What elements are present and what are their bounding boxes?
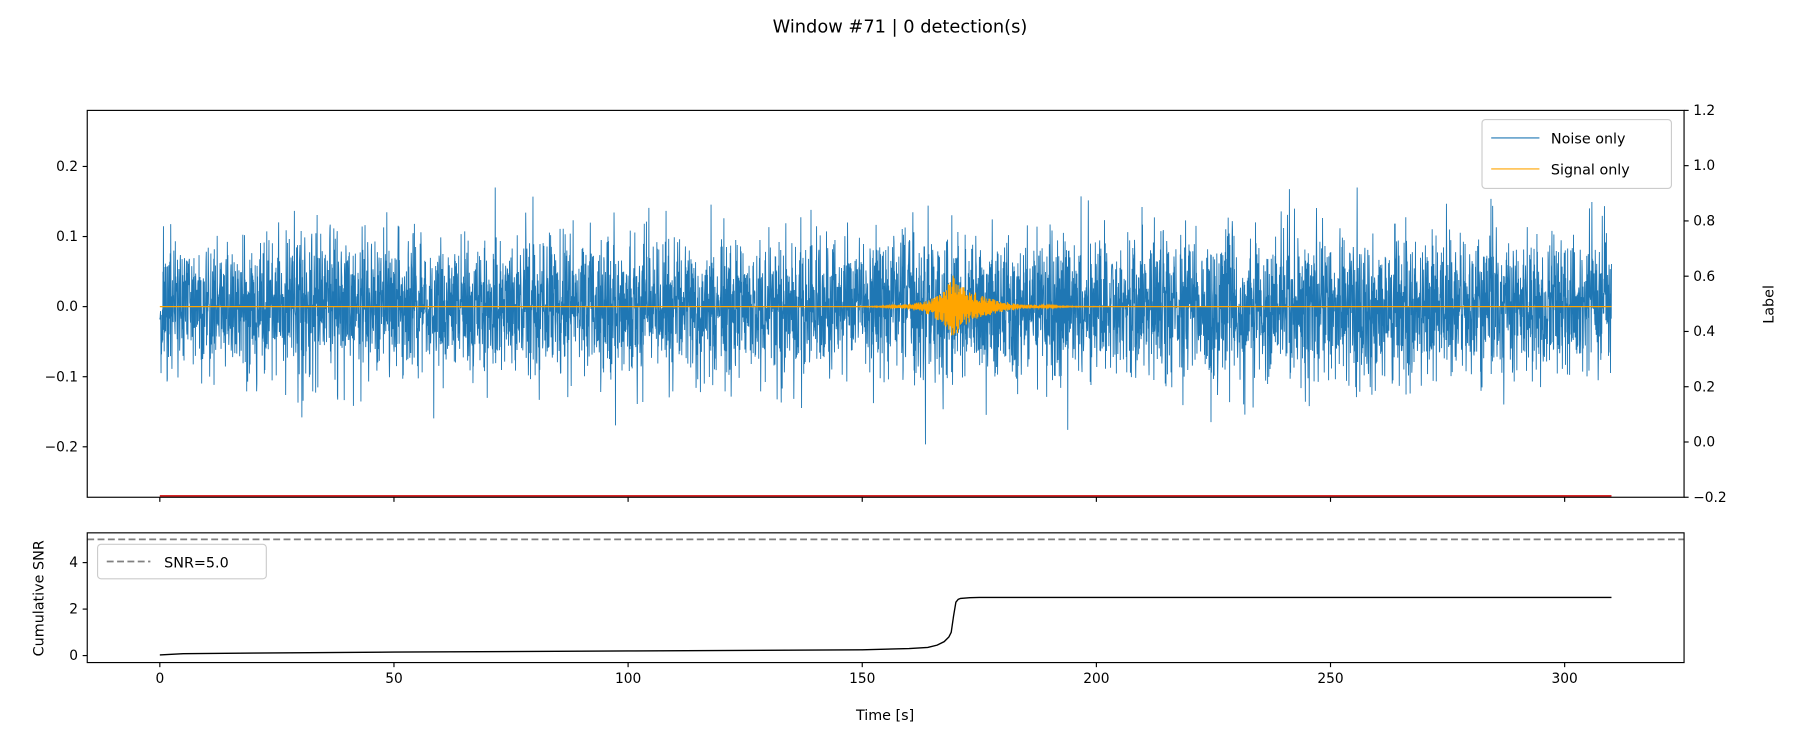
x-tick-label: 0 (155, 671, 164, 687)
legend-threshold-label: SNR=5.0 (164, 555, 229, 571)
top-axes-frame (86, 109, 1685, 498)
right-y-tick-label: −0.2 (1693, 490, 1726, 506)
right-y-tick-label: 0.0 (1693, 435, 1715, 451)
signal-series-line (159, 275, 1612, 336)
noise-series-line (159, 187, 1612, 445)
right-y-tick-label: 0.8 (1693, 214, 1715, 230)
bottom-y-tick-label: 0 (69, 648, 78, 664)
right-y-tick-label: 0.2 (1693, 379, 1715, 395)
right-axis-label: Label (1762, 285, 1778, 324)
right-y-tick-label: 1.2 (1693, 103, 1715, 119)
x-tick-label: 50 (385, 671, 403, 687)
bottom-axes-frame (86, 532, 1685, 664)
left-y-tick-label: −0.2 (45, 439, 78, 455)
right-y-tick-label: 0.4 (1693, 324, 1715, 340)
x-tick-label: 200 (1083, 671, 1109, 687)
x-tick-label: 250 (1317, 671, 1343, 687)
left-y-tick-label: 0.2 (56, 159, 78, 175)
left-y-tick-label: 0.1 (56, 229, 78, 245)
right-y-tick-label: 1.0 (1693, 158, 1715, 174)
left-y-tick-label: 0.0 (56, 299, 78, 315)
x-tick-label: 300 (1552, 671, 1578, 687)
bottom-legend: SNR=5.0 (97, 543, 267, 580)
legend-signal-label: Signal only (1551, 163, 1630, 179)
top-legend: Noise only Signal only (1481, 119, 1673, 190)
figure-title: Window #71 | 0 detection(s) (773, 16, 1028, 37)
x-tick-label: 150 (849, 671, 875, 687)
cumulative-snr-line (159, 596, 1612, 656)
x-tick-label: 100 (615, 671, 641, 687)
legend-noise-label: Noise only (1551, 132, 1626, 148)
top-axes: 0.2 0.1 0.0 −0.1 −0.2 1.2 1.0 0.8 0.6 0.4 0.2 0.0 −0… (45, 103, 1778, 506)
bottom-axes: 0 2 4 0 50 100 150 200 250 300 Cumulative SNR Tim… (32, 532, 1685, 724)
bottom-y-tick-label: 2 (69, 602, 78, 618)
left-y-tick-label: −0.1 (45, 369, 78, 385)
bottom-y-axis-label: Cumulative SNR (32, 540, 48, 656)
right-y-tick-label: 0.6 (1693, 269, 1715, 285)
bottom-y-tick-label: 4 (69, 555, 78, 571)
x-axis-label: Time [s] (855, 708, 914, 724)
